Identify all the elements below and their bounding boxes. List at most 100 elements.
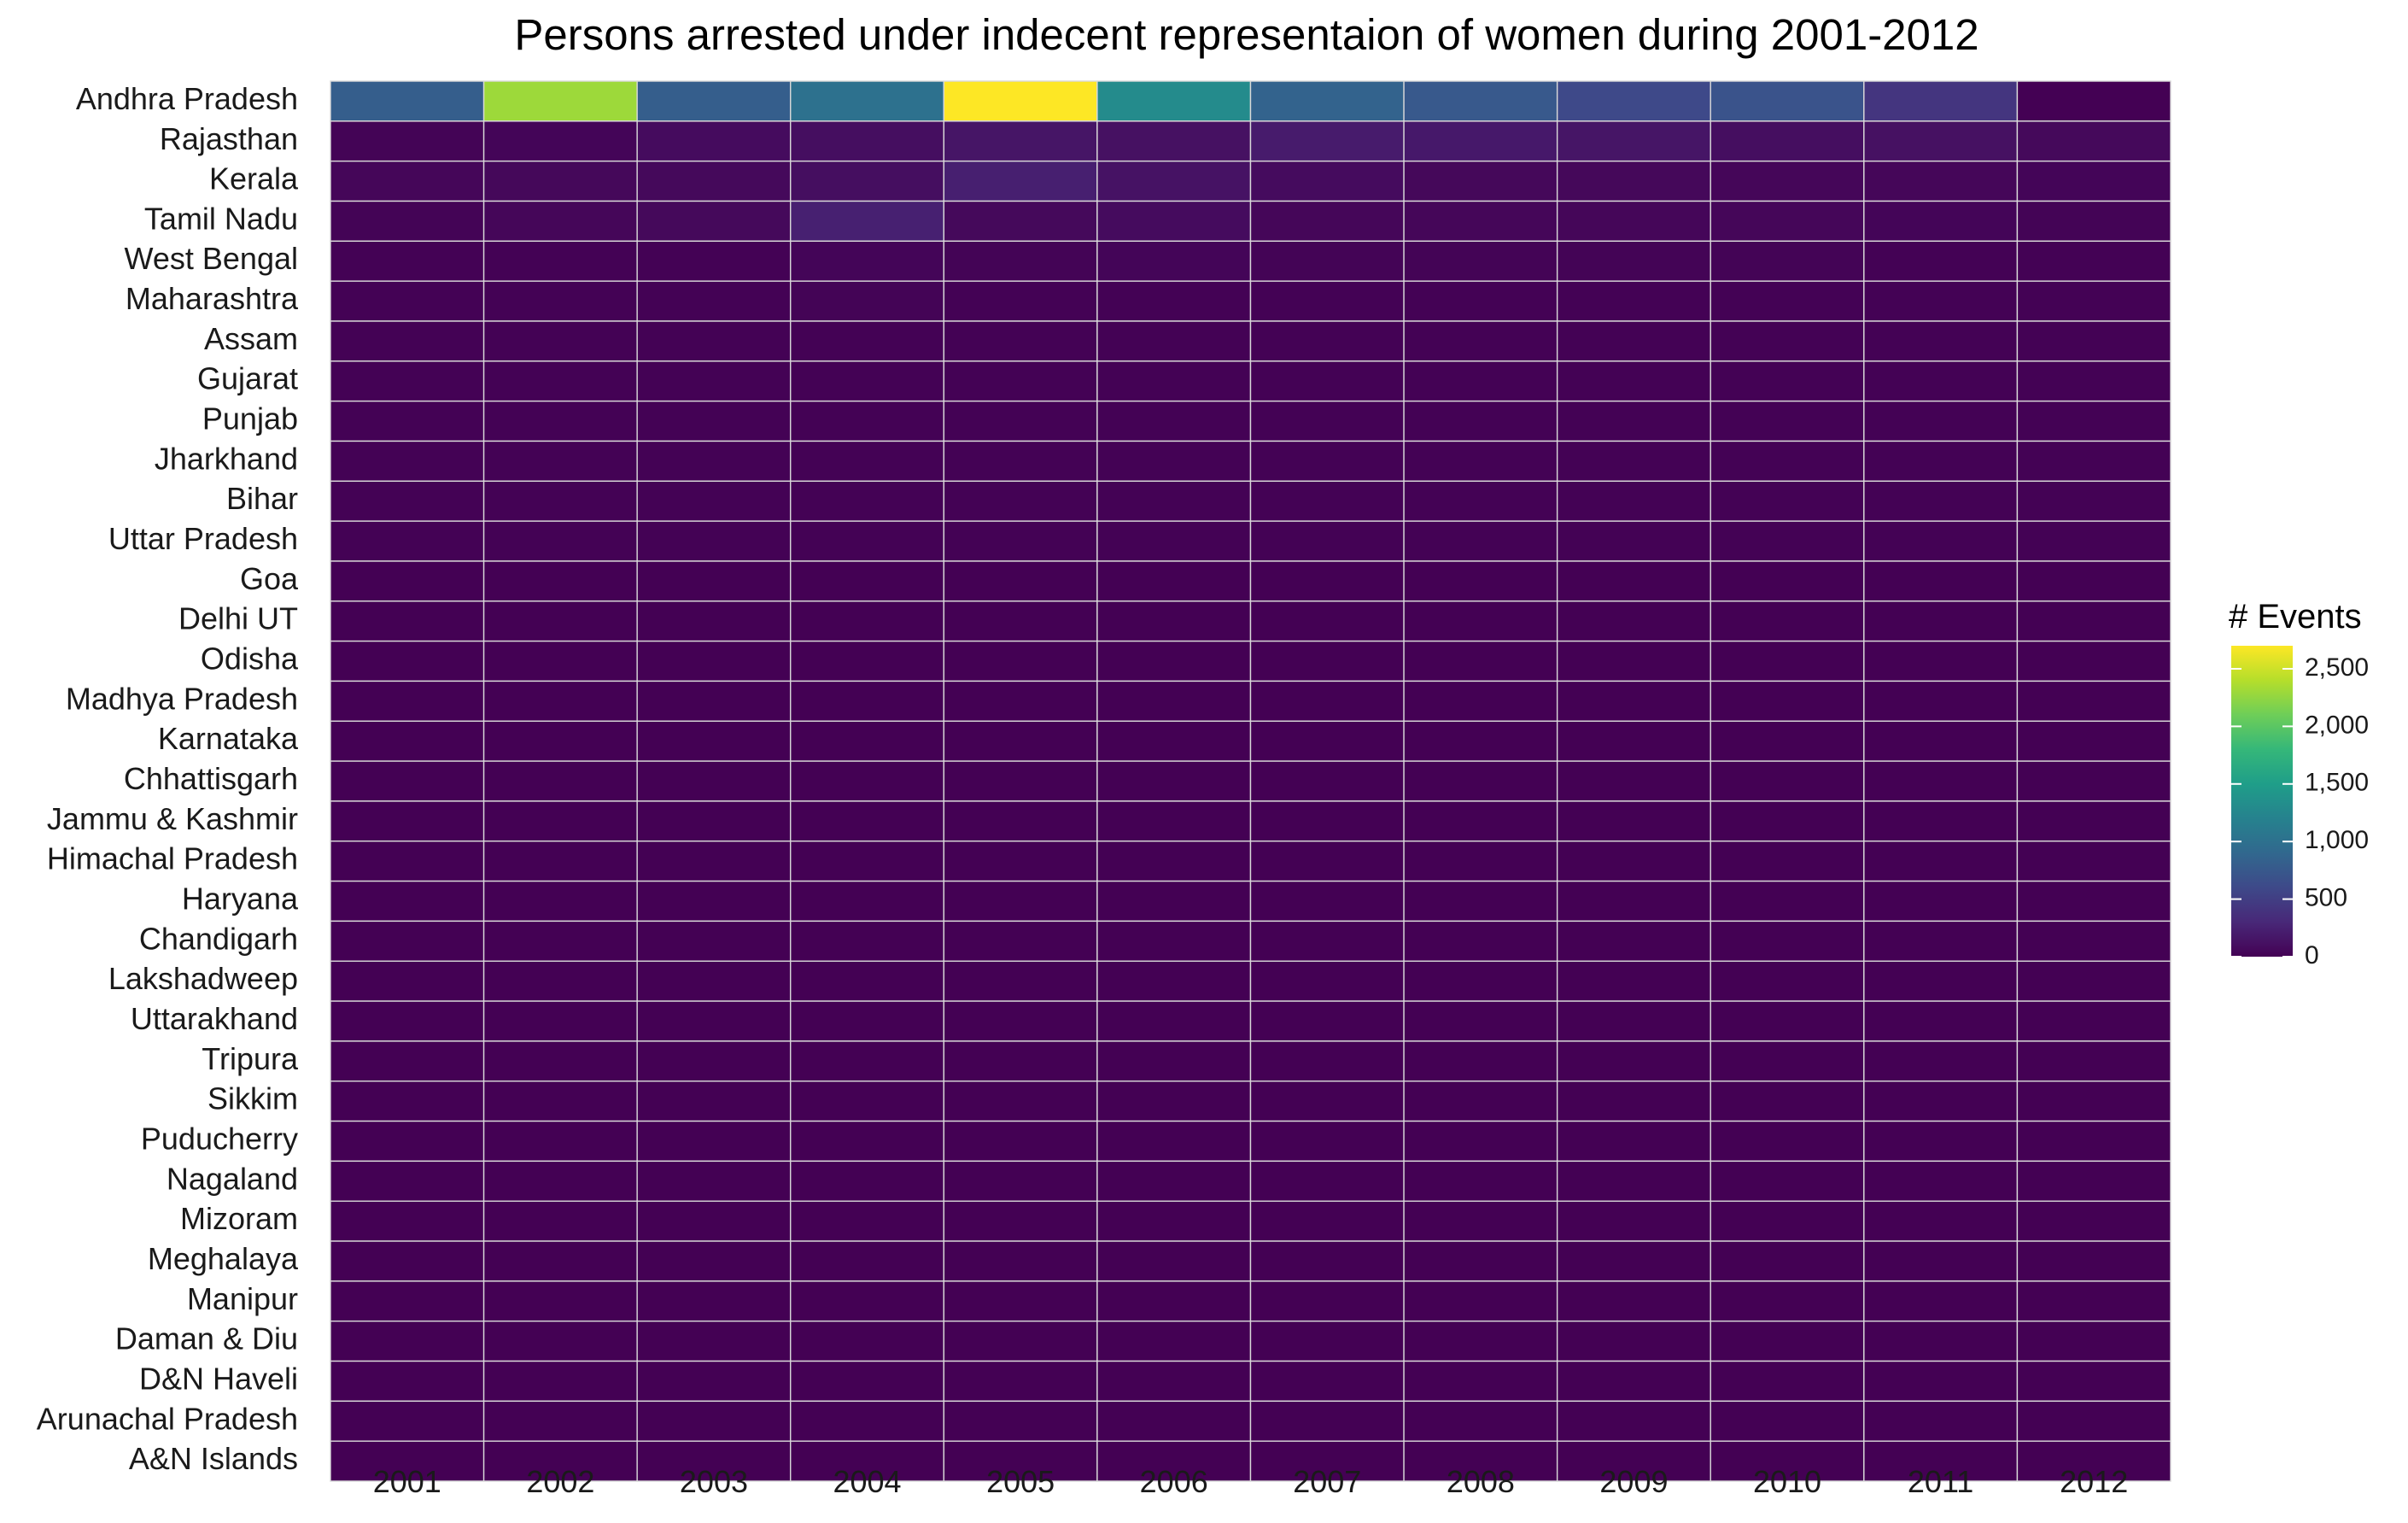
heatmap-cell [1556,1240,1711,1282]
heatmap-cell [1403,400,1558,442]
heatmap-cell [1096,1320,1252,1362]
heatmap-cell [2016,800,2171,842]
heatmap-cell [1710,360,1865,402]
heatmap-cell [1710,600,1865,642]
heatmap-cell [1403,520,1558,562]
heatmap-cell [943,1120,1098,1163]
heatmap-cell [1863,600,2019,642]
heatmap-cell [1710,1040,1865,1082]
heatmap-cell [790,520,945,562]
heatmap-cell [1710,680,1865,722]
heatmap-cell [2016,160,2171,202]
heatmap-cell [1556,1000,1711,1042]
heatmap-cell [1403,841,1558,882]
heatmap-cell [330,160,485,202]
heatmap-cell [1710,1081,1865,1122]
heatmap-cell [1863,200,2019,243]
heatmap-cell [943,120,1098,162]
heatmap-cell [1863,280,2019,322]
heatmap-cell [1403,960,1558,1002]
heatmap-cell [1249,960,1405,1002]
y-tick-label: Uttarakhand [131,1001,298,1036]
heatmap-cell [330,760,485,802]
heatmap-cell [1556,200,1711,243]
y-tick-label: Uttar Pradesh [108,521,298,556]
x-tick-label: 2010 [1753,1464,1821,1499]
heatmap-cell [1096,280,1252,322]
x-tick-label: 2008 [1447,1464,1515,1499]
heatmap-cell [482,1360,638,1403]
heatmap-cell [636,1320,792,1362]
heatmap-cell [330,1120,485,1163]
heatmap-cell [1710,1000,1865,1042]
heatmap-cell [1863,80,2019,122]
heatmap-cell [1249,240,1405,282]
heatmap-cell [1403,560,1558,602]
heatmap-cell [1096,1440,1252,1482]
heatmap-cell [1403,640,1558,682]
heatmap-cell [482,120,638,162]
heatmap-cell [790,200,945,243]
heatmap-cell [1863,240,2019,282]
heatmap-cell [330,1160,485,1202]
heatmap-cell [330,240,485,282]
heatmap-cell [636,760,792,802]
heatmap-cell [2016,200,2171,243]
heatmap-cell [1096,560,1252,602]
heatmap-cell [790,841,945,882]
heatmap-cell [790,920,945,962]
heatmap-cell [1249,720,1405,762]
heatmap-cell [330,360,485,402]
heatmap-cell [636,841,792,882]
heatmap-cell [1556,280,1711,322]
heatmap-cell [1710,1280,1865,1322]
heatmap-cell [2016,600,2171,642]
heatmap-cell [1403,320,1558,362]
heatmap-cell [2016,320,2171,362]
heatmap-cell [790,360,945,402]
heatmap-cells [330,80,2171,1482]
heatmap-cell [1710,1200,1865,1242]
y-tick-label: Lakshadweep [108,961,298,996]
heatmap-cell [2016,80,2171,122]
heatmap-cell [330,1360,485,1403]
heatmap-cell [943,560,1098,602]
heatmap-cell [482,1000,638,1042]
heatmap-cell [482,560,638,602]
heatmap-cell [1556,680,1711,722]
heatmap-cell [636,280,792,322]
y-tick-label: Karnataka [158,721,299,756]
y-tick-label: Meghalaya [148,1241,299,1276]
heatmap-cell [1249,880,1405,923]
heatmap-cell [482,1160,638,1202]
heatmap-cell [1249,480,1405,522]
heatmap-cell [1863,560,2019,602]
heatmap-cell [790,400,945,442]
heatmap-cell [1249,160,1405,202]
heatmap-cell [1710,1120,1865,1163]
heatmap-cell [636,520,792,562]
heatmap-cell [2016,1240,2171,1282]
heatmap-cell [482,720,638,762]
heatmap-cell [2016,1320,2171,1362]
heatmap-cell [790,280,945,322]
heatmap-cell [1403,480,1558,522]
heatmap-cell [636,960,792,1002]
heatmap-cell [943,1320,1098,1362]
heatmap-cell [1096,960,1252,1002]
legend-ticks: 0 500 1,000 1,500 2,000 2,500 [2231,653,2369,969]
heatmap-cell [790,640,945,682]
heatmap-cell [943,1200,1098,1242]
heatmap-cell [1096,480,1252,522]
heatmap-cell [1863,320,2019,362]
heatmap-cell [482,1081,638,1122]
heatmap-cell [636,1160,792,1202]
heatmap-cell [790,1000,945,1042]
heatmap-cell [482,841,638,882]
heatmap-cell [636,1240,792,1282]
heatmap-cell [2016,120,2171,162]
heatmap-cell [1863,1040,2019,1082]
y-tick-label: Goa [240,561,299,596]
heatmap-cell [1556,1081,1711,1122]
heatmap-cell [482,800,638,842]
